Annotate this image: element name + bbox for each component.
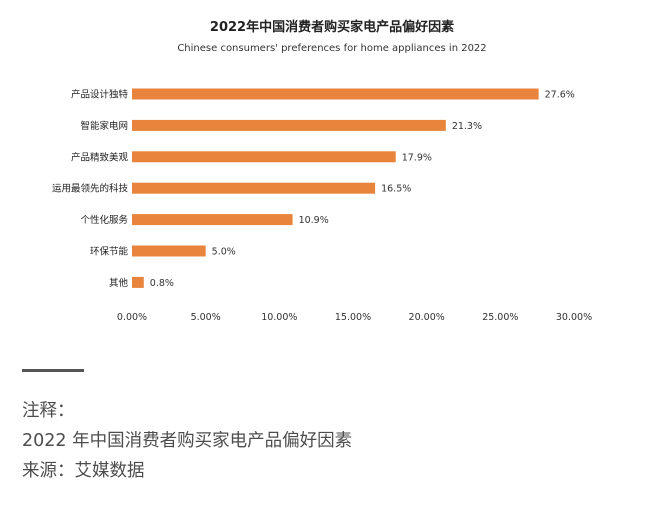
notes-divider	[22, 369, 84, 372]
value-label: 10.9%	[299, 215, 329, 226]
bar	[132, 88, 539, 100]
chart-subtitle: Chinese consumers' preferences for home …	[177, 43, 486, 54]
category-label: 运用最领先的科技	[52, 183, 129, 195]
notes-heading: 注释：	[22, 401, 75, 421]
x-tick-label: 0.00%	[117, 312, 147, 323]
notes-line-source: 来源：艾媒数据	[22, 461, 145, 481]
x-tick-label: 30.00%	[556, 312, 592, 323]
bar	[132, 182, 376, 194]
x-tick-label: 10.00%	[261, 312, 297, 323]
bar	[132, 119, 446, 131]
x-tick-label: 20.00%	[409, 312, 445, 323]
x-tick-label: 15.00%	[335, 312, 371, 323]
bars-group: 产品设计独特 27.6% 智能家电网 21.3% 产品精致美观 17.9% 运用最领先的科技…	[52, 88, 575, 289]
bar-chart: 2022年中国消费者购买家电产品偏好因素 Chinese consumers' …	[52, 19, 592, 323]
bar	[132, 151, 396, 163]
value-label: 0.8%	[150, 278, 174, 289]
bar	[132, 276, 144, 288]
chart-title: 2022年中国消费者购买家电产品偏好因素	[210, 19, 454, 35]
value-label: 5.0%	[212, 247, 236, 258]
value-label: 27.6%	[545, 90, 575, 101]
x-axis-ticks: 0.00% 5.00% 10.00% 15.00% 20.00% 25.00% 30.00%	[117, 312, 592, 323]
category-label: 其他	[109, 277, 129, 289]
value-label: 17.9%	[402, 152, 432, 163]
bar	[132, 214, 293, 226]
x-tick-label: 5.00%	[191, 312, 221, 323]
x-tick-label: 25.00%	[482, 312, 518, 323]
bar	[132, 245, 206, 257]
category-label: 产品设计独特	[71, 89, 129, 101]
category-label: 产品精致美观	[71, 151, 129, 163]
category-label: 个性化服务	[80, 214, 128, 226]
category-label: 环保节能	[90, 246, 129, 258]
value-label: 21.3%	[452, 121, 482, 132]
value-label: 16.5%	[381, 184, 411, 195]
category-label: 智能家电网	[80, 120, 128, 132]
notes-line-title: 2022 年中国消费者购买家电产品偏好因素	[22, 431, 353, 451]
